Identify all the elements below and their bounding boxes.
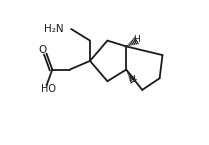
Text: H₂N: H₂N bbox=[44, 24, 64, 34]
Text: O: O bbox=[39, 45, 47, 55]
Text: H: H bbox=[128, 75, 134, 84]
Text: HO: HO bbox=[41, 84, 56, 94]
Text: H: H bbox=[133, 35, 140, 44]
